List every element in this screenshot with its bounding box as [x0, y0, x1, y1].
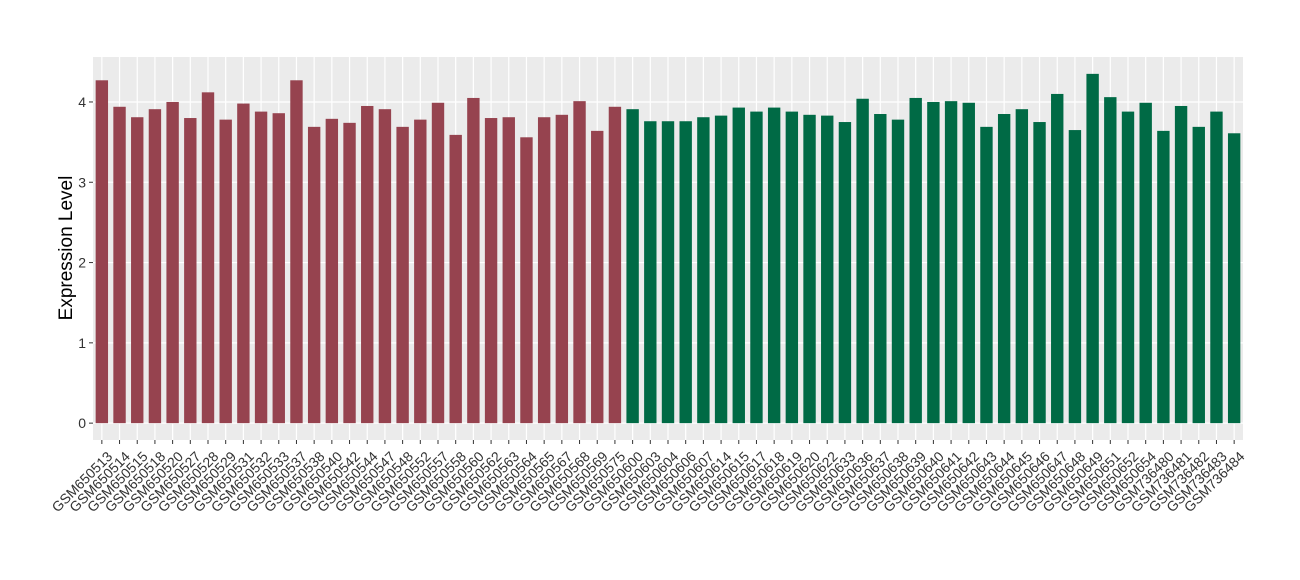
bar — [1210, 111, 1223, 424]
bar — [290, 80, 303, 424]
bar — [1104, 97, 1117, 424]
bar — [838, 122, 852, 424]
bar — [1174, 105, 1188, 424]
bar — [1086, 73, 1099, 424]
bar — [962, 102, 975, 424]
bar — [414, 119, 427, 424]
bar — [184, 118, 197, 424]
bar — [980, 126, 993, 424]
bar — [785, 111, 799, 424]
bar — [874, 114, 887, 424]
bar — [927, 101, 940, 424]
bar — [484, 118, 498, 424]
y-tick-label: 2 — [78, 255, 86, 271]
bar — [95, 80, 109, 424]
y-tick-label: 3 — [78, 174, 86, 190]
bar — [361, 105, 374, 424]
bar — [113, 106, 126, 424]
bar — [1157, 130, 1170, 424]
bar — [1227, 133, 1241, 424]
bar — [803, 114, 816, 424]
bar — [254, 111, 268, 424]
bar — [714, 115, 728, 424]
bar — [378, 109, 392, 424]
bar — [608, 106, 622, 424]
bar — [237, 103, 250, 424]
bar — [396, 126, 409, 424]
bar — [891, 119, 905, 424]
bar — [166, 101, 179, 424]
bar — [1139, 102, 1152, 424]
bar — [272, 113, 285, 424]
bar — [573, 101, 586, 424]
bar — [697, 117, 710, 424]
bar — [856, 98, 869, 424]
y-tick-label: 4 — [78, 94, 86, 110]
bar — [944, 101, 958, 424]
bar — [325, 118, 339, 424]
bar — [644, 121, 657, 424]
bar — [502, 117, 515, 424]
bar — [537, 117, 551, 424]
bar — [1192, 126, 1205, 424]
bar — [307, 126, 321, 424]
bar — [201, 92, 215, 424]
bar — [1051, 93, 1064, 424]
bar — [467, 97, 480, 424]
bar — [219, 119, 232, 424]
bar — [1121, 111, 1135, 424]
bar — [1033, 122, 1046, 424]
bar — [767, 107, 781, 424]
bar — [626, 109, 639, 424]
bar — [343, 122, 356, 424]
bar — [661, 121, 675, 424]
bar — [821, 115, 834, 424]
bar — [997, 114, 1011, 424]
bar — [449, 134, 462, 424]
bar — [148, 109, 162, 424]
y-tick-label: 0 — [78, 415, 86, 431]
bar — [1015, 109, 1029, 424]
y-tick-label: 1 — [78, 335, 86, 351]
bar — [555, 114, 569, 424]
bar — [732, 107, 745, 424]
y-axis-label: Expression Level — [56, 176, 77, 321]
bar — [520, 137, 533, 424]
bar — [131, 117, 144, 424]
bar — [591, 130, 604, 424]
bar — [909, 97, 922, 424]
bar — [750, 111, 763, 424]
bar — [431, 102, 445, 424]
bar — [679, 121, 692, 424]
bar — [1068, 130, 1082, 424]
